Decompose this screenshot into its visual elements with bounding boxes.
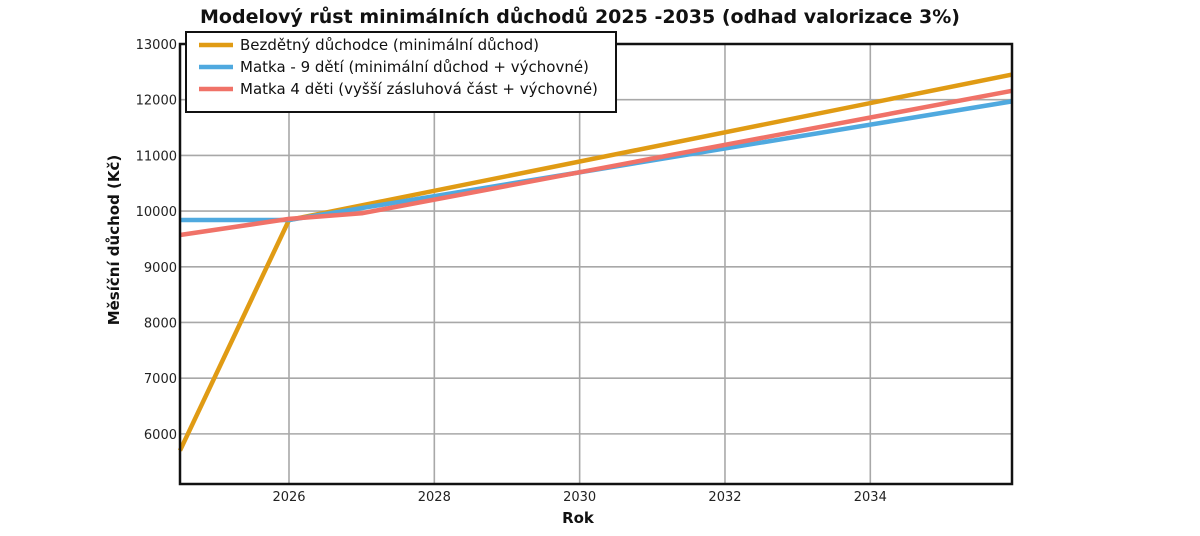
y-tick-label: 13000 — [136, 38, 177, 53]
y-tick-label: 10000 — [136, 205, 177, 220]
y-tick-label: 11000 — [136, 149, 177, 164]
series-lines — [177, 72, 1013, 452]
y-axis-label: Měsíční důchod (Kč) — [105, 155, 123, 326]
x-tick-label: 2034 — [854, 490, 887, 505]
y-tick-label: 7000 — [144, 372, 177, 387]
y-tick-label: 6000 — [144, 428, 177, 443]
legend-label: Bezdětný důchodce (minimální důchod) — [240, 36, 539, 54]
x-tick-label: 2032 — [708, 490, 741, 505]
legend-label: Matka 4 děti (vyšší zásluhová část + výc… — [240, 80, 598, 98]
x-tick-label: 2026 — [272, 490, 305, 505]
legend-entry-bezdetny: Bezdětný důchodce (minimální důchod) — [199, 36, 539, 54]
x-tick-label: 2030 — [563, 490, 596, 505]
series-line-matka-4-deti — [179, 88, 1013, 238]
tick-labels: 2026 2028 2030 2032 2034 6000 7000 8000 9000 1000… — [136, 38, 887, 505]
y-tick-label: 9000 — [144, 261, 177, 276]
y-tick-label: 12000 — [136, 94, 177, 109]
legend: Bezdětný důchodce (minimální důchod) Matk… — [185, 31, 617, 113]
legend-entry-matka-4-deti: Matka 4 děti (vyšší zásluhová část + výc… — [199, 80, 598, 98]
x-axis-label: Rok — [562, 509, 595, 527]
x-tick-label: 2028 — [418, 490, 451, 505]
chart-title: Modelový růst minimálních důchodů 2025 -… — [200, 5, 960, 28]
y-tick-label: 8000 — [144, 316, 177, 331]
series-line-matka-9-deti — [180, 99, 1013, 223]
legend-box — [185, 31, 617, 113]
series-line-bezdetny — [177, 72, 1013, 452]
legend-entry-matka-9-deti: Matka - 9 dětí (minimální důchod + výcho… — [199, 58, 589, 76]
legend-label: Matka - 9 dětí (minimální důchod + výcho… — [240, 58, 589, 76]
